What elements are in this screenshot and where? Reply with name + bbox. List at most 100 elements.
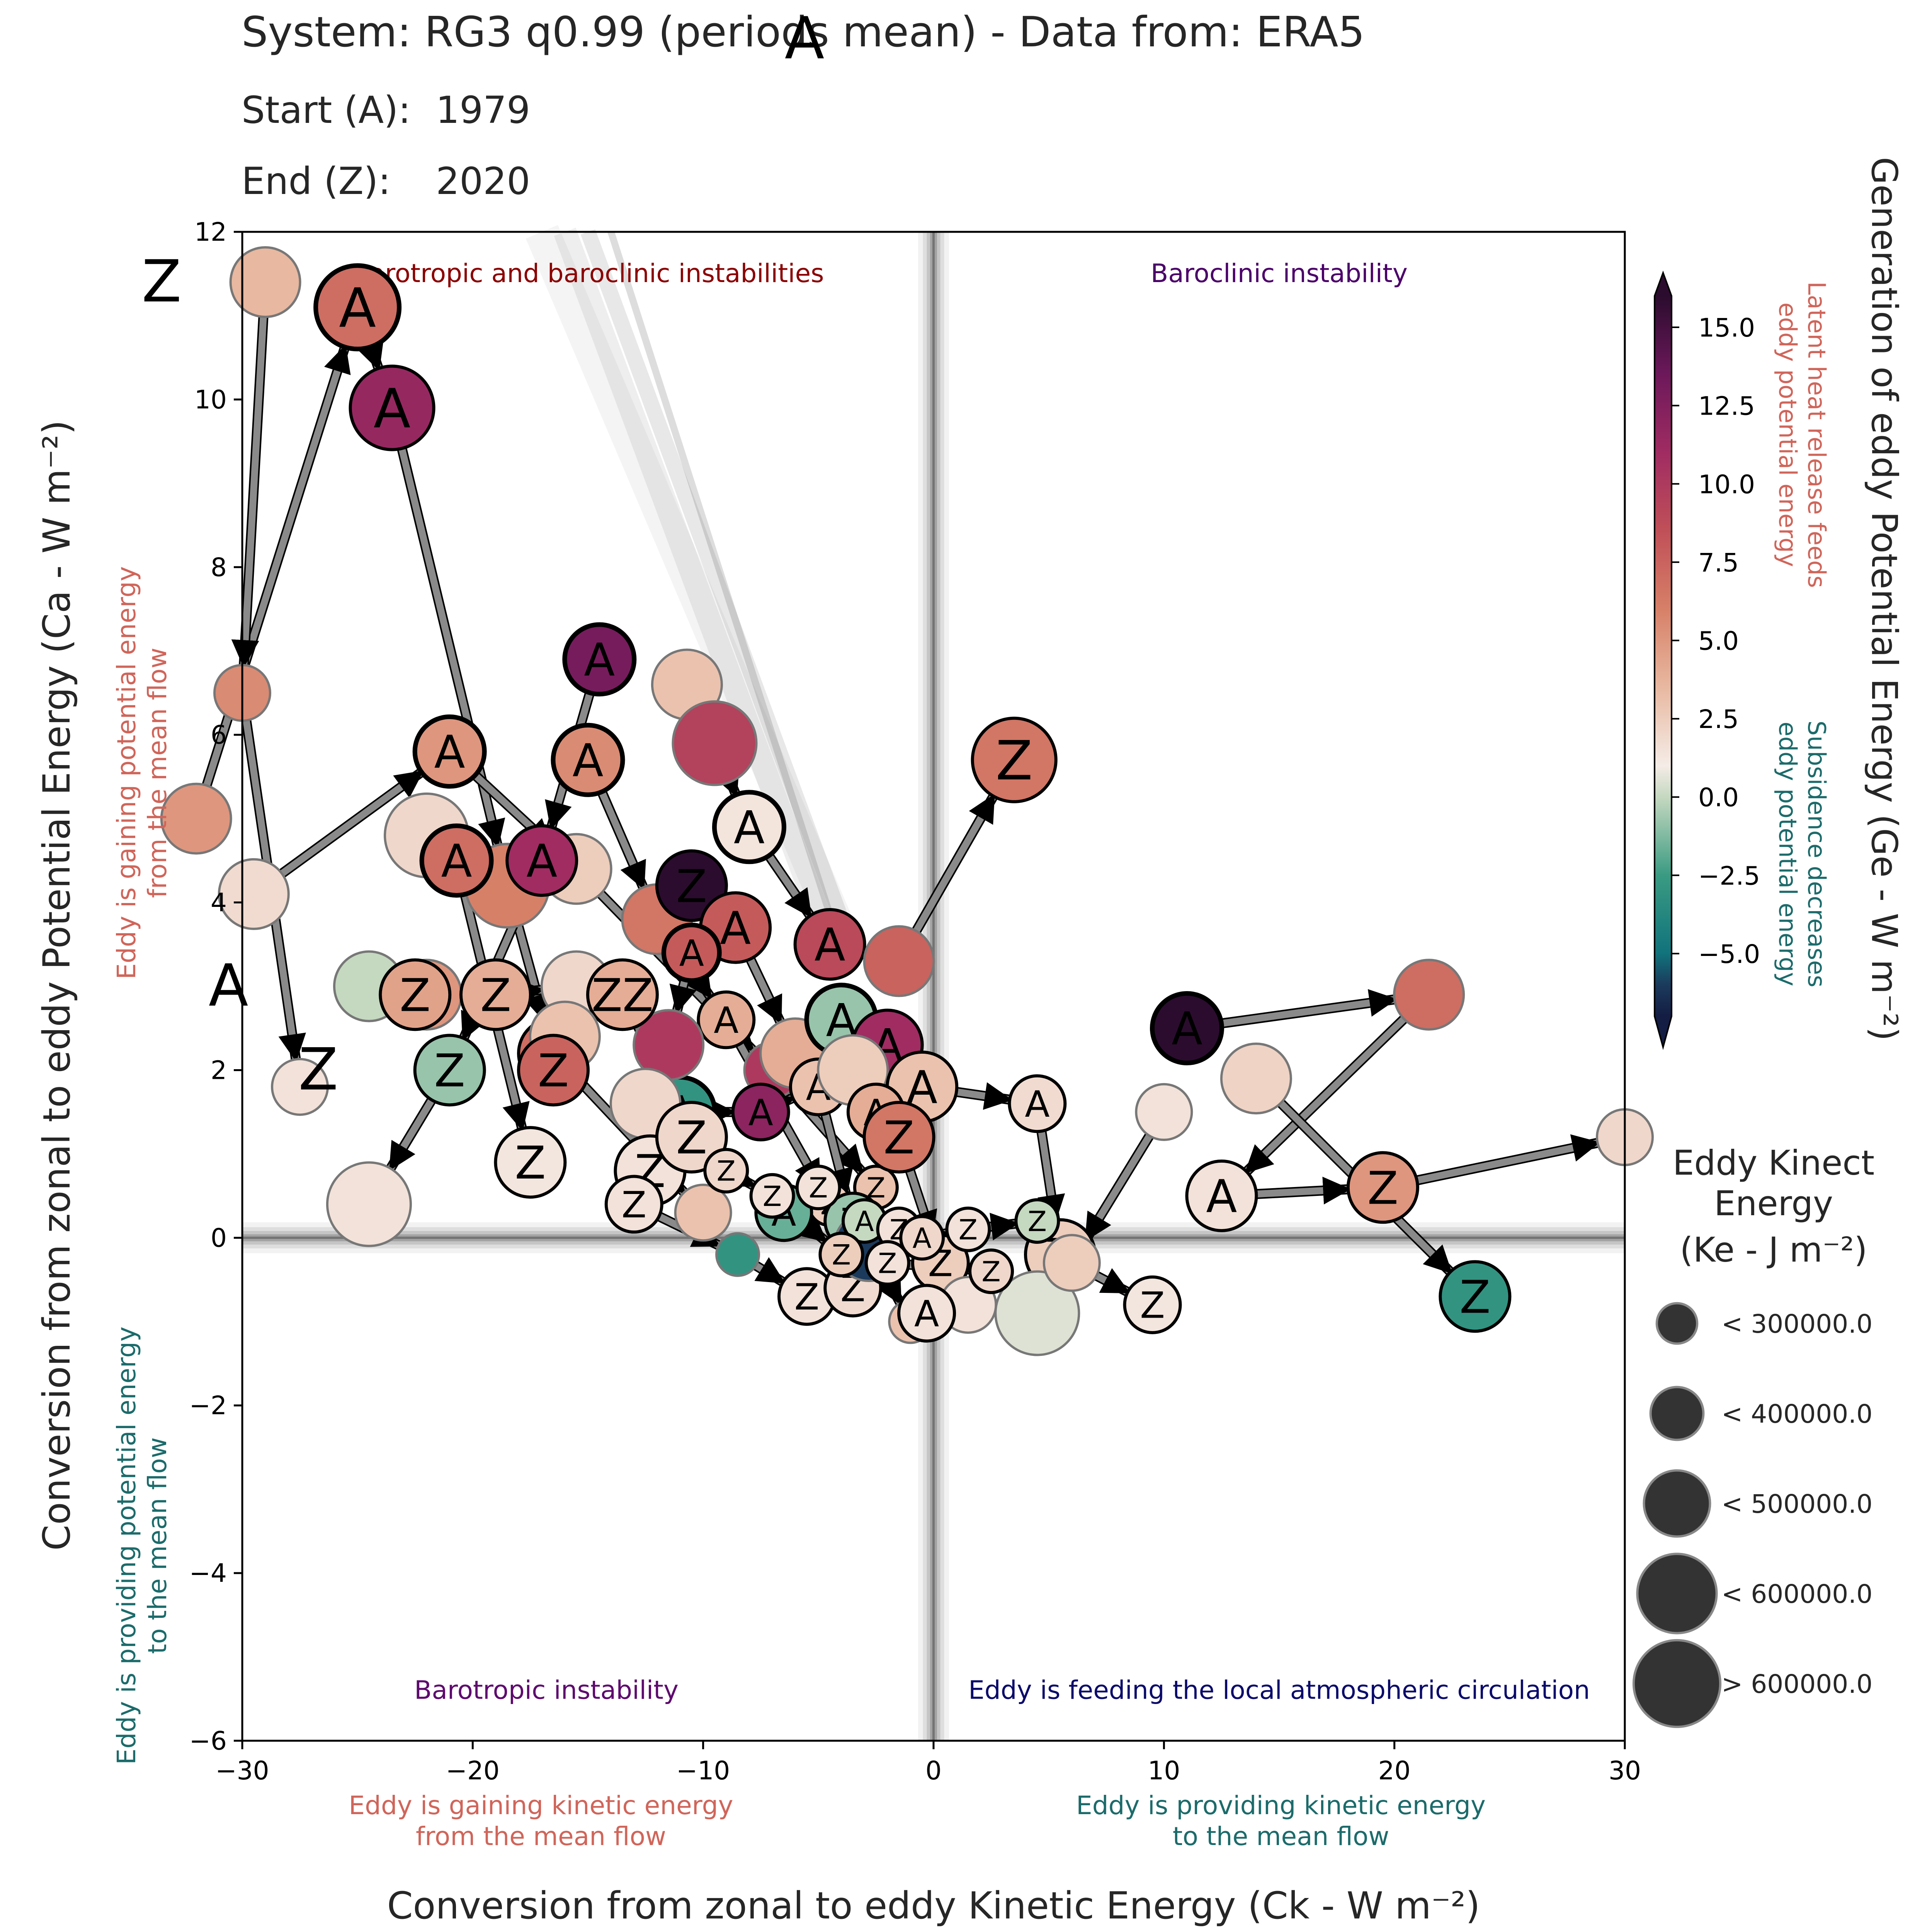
y-negative-note-line1: Eddy is providing potential energy — [112, 1327, 141, 1765]
trajectory-point — [1043, 1234, 1101, 1292]
x-positive-note-line1: Eddy is providing kinetic energy — [1076, 1791, 1486, 1820]
colorbar-tick-label: 12.5 — [1698, 391, 1755, 421]
trajectory-point: Z — [818, 1231, 864, 1277]
ghost-line-2 — [580, 229, 849, 922]
trajectory-point — [715, 1232, 760, 1277]
x-tick-label: −30 — [215, 1756, 269, 1786]
trajectory-point: Z — [945, 1206, 991, 1252]
point-marker — [968, 1248, 1014, 1294]
trajectory-point: Z — [655, 1101, 728, 1173]
point-label: A — [748, 1092, 773, 1134]
size-legend-label: < 400000.0 — [1721, 1399, 1872, 1429]
trajectory-point: A — [412, 714, 487, 789]
size-legend-label: < 600000.0 — [1721, 1579, 1872, 1609]
colorbar-title: Generation of eddy Potential Energy (Ge … — [1864, 157, 1905, 1041]
trajectory-point: A — [1185, 1159, 1258, 1232]
x-negative-note-line2: from the mean flow — [416, 1821, 666, 1851]
trajectory-point: Z — [749, 1173, 795, 1219]
colorbar-tick-label: 15.0 — [1698, 313, 1755, 343]
size-legend-title-line1: Eddy Kinect — [1673, 1143, 1874, 1183]
trajectory-point — [672, 700, 758, 786]
y-axis-title: Conversion from zonal to eddy Potential … — [35, 420, 78, 1551]
point-label: Z — [1367, 1162, 1398, 1214]
y-tick-label: 8 — [211, 553, 227, 582]
trajectory-point: Z — [517, 1034, 590, 1107]
y-tick-label: −4 — [189, 1558, 227, 1588]
point-marker — [818, 1231, 864, 1277]
trajectory-point: Z — [1346, 1151, 1419, 1224]
trajectory-point: Z — [494, 1126, 567, 1199]
x-positive-note-line2: to the mean flow — [1173, 1821, 1389, 1851]
point-marker — [551, 723, 625, 797]
point-marker — [412, 714, 487, 789]
point-marker — [715, 1232, 760, 1277]
y-tick-label: 0 — [211, 1223, 227, 1253]
point-marker — [1008, 1074, 1067, 1133]
colorbar-tick-label: −2.5 — [1698, 861, 1760, 891]
trajectory-point: Z — [604, 1175, 663, 1234]
point-marker — [271, 1058, 329, 1116]
quadrant-label-baroclinic: Baroclinic instability — [1151, 259, 1408, 288]
trajectory-point: Z — [1439, 1260, 1512, 1333]
point-marker — [1150, 991, 1224, 1065]
point-label: Z — [400, 969, 430, 1022]
point-marker — [1043, 1234, 1101, 1292]
point-marker — [1393, 959, 1465, 1031]
point-marker — [586, 958, 659, 1031]
trajectory-point: Z — [795, 1165, 841, 1211]
point-marker — [674, 1184, 732, 1242]
point-marker — [604, 1175, 663, 1234]
start-label: Start (A): — [242, 88, 411, 132]
size-legend-marker — [1632, 1639, 1722, 1728]
trajectory-point: Z — [1014, 1198, 1060, 1244]
trajectory-point — [229, 246, 301, 318]
point-label: Z — [1028, 1205, 1047, 1238]
trajectory-point: Z — [379, 958, 452, 1031]
point-marker — [313, 263, 402, 352]
trajectory-point: A — [899, 1215, 945, 1261]
ghost-line-0 — [526, 225, 857, 943]
point-marker — [326, 1161, 412, 1247]
point-label: Z — [538, 1044, 569, 1097]
trajectory-point: Z — [703, 1148, 749, 1194]
point-label: Z — [763, 1180, 782, 1213]
point-label: Z — [622, 1184, 646, 1226]
quadrant-label-feeding: Eddy is feeding the local atmospheric ci… — [968, 1675, 1590, 1705]
trajectory-point: A — [793, 908, 866, 981]
point-marker — [712, 790, 786, 864]
point-marker — [795, 1165, 841, 1211]
colorbar-bottom-extension — [1655, 1016, 1672, 1047]
point-marker — [864, 1240, 910, 1286]
trajectory-point — [674, 1184, 732, 1242]
colorbar-negative-note-line1: Subsidence decreases — [1803, 721, 1831, 988]
trajectory-point: A — [731, 1082, 790, 1141]
size-legend-entries: < 300000.0 < 400000.0 < 500000.0 < 600000.0… — [1632, 1302, 1872, 1728]
point-marker — [1123, 1275, 1182, 1334]
point-label: A — [434, 726, 465, 779]
colorbar-outline — [1654, 270, 1672, 1050]
point-label: Z — [832, 1239, 851, 1271]
trajectory-point: Z — [862, 1101, 935, 1173]
trajectory-point: A — [1008, 1074, 1067, 1133]
y-tick-label: 10 — [194, 385, 227, 415]
point-marker — [494, 1126, 567, 1199]
point-label: Z — [981, 1255, 1000, 1288]
point-label: A — [734, 801, 765, 854]
x-tick-label: 30 — [1609, 1756, 1641, 1786]
trajectory-point: ZZ — [586, 958, 659, 1031]
trajectory-point: Z — [971, 716, 1058, 803]
trajectory-point: Z — [777, 1267, 837, 1326]
point-marker — [379, 958, 452, 1031]
trajectory-point: Z — [968, 1248, 1014, 1294]
point-label: Z — [794, 1276, 819, 1318]
trajectory-point — [1393, 959, 1465, 1031]
trajectory-point: A — [712, 790, 786, 864]
point-label: Z — [959, 1214, 978, 1246]
colorbar-top-extension — [1655, 273, 1672, 296]
colorbar-tick-label: 5.0 — [1698, 626, 1739, 656]
point-marker — [661, 922, 722, 983]
point-marker — [517, 1034, 590, 1107]
point-label: A — [1206, 1170, 1237, 1223]
point-label: Z — [809, 1172, 828, 1204]
size-legend-marker — [1655, 1302, 1699, 1345]
